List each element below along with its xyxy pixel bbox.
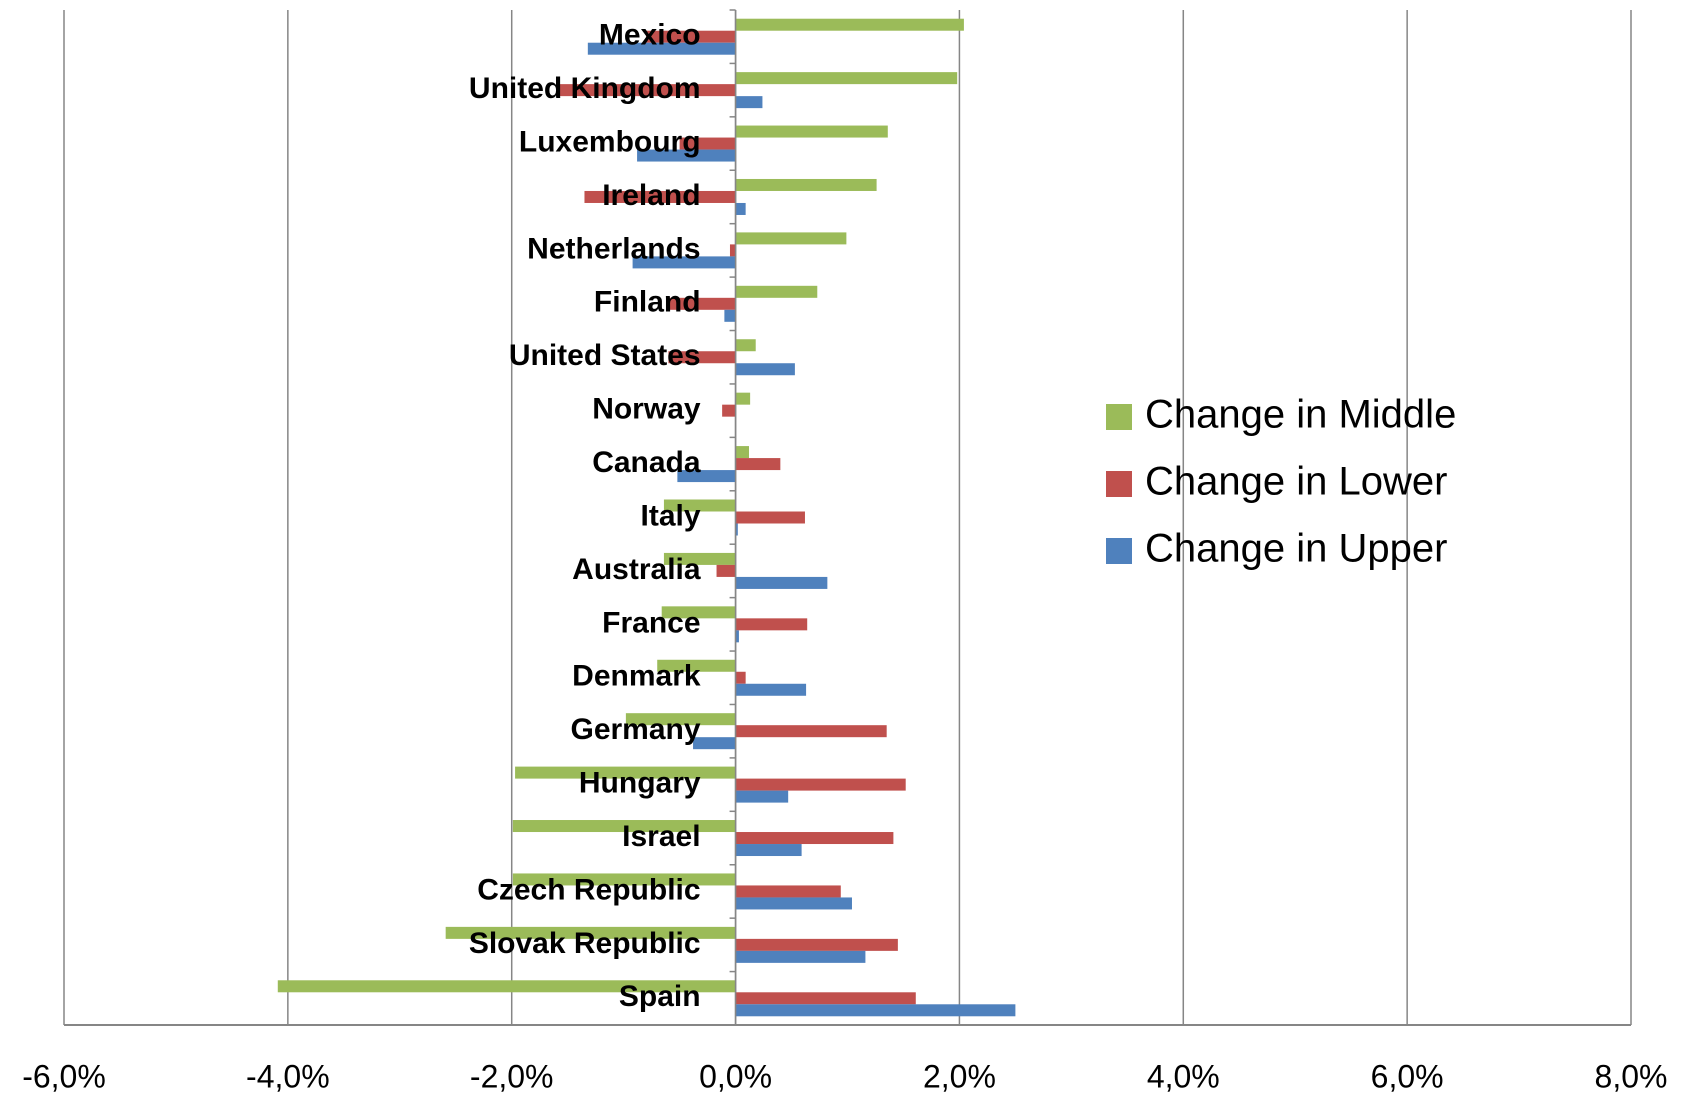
- category-label: Spain: [619, 980, 701, 1013]
- bar: [735, 950, 866, 963]
- category-label: Mexico: [599, 19, 701, 52]
- bar: [735, 178, 877, 191]
- bar: [277, 980, 736, 993]
- bar: [661, 606, 736, 619]
- category-label: Italy: [641, 499, 701, 532]
- category-label: Netherlands: [527, 232, 700, 265]
- bar: [735, 683, 807, 696]
- category-label: Germany: [570, 713, 700, 746]
- bar: [735, 1004, 1016, 1017]
- x-tick-label: 2,0%: [923, 1058, 996, 1094]
- x-tick-label: -4,0%: [246, 1058, 330, 1094]
- bar: [735, 630, 739, 643]
- bar: [735, 844, 802, 857]
- bar: [735, 458, 781, 471]
- bar: [663, 499, 736, 512]
- legend-swatch: [1106, 404, 1132, 430]
- legend-label: Change in Lower: [1145, 460, 1447, 504]
- x-tick-label: 8,0%: [1595, 1058, 1668, 1094]
- bar: [663, 552, 736, 565]
- bar: [512, 873, 736, 886]
- bar: [735, 938, 898, 951]
- category-label: Israel: [622, 820, 700, 853]
- bar: [735, 778, 906, 791]
- bar: [724, 309, 736, 322]
- bar: [735, 18, 964, 31]
- bar: [735, 96, 763, 109]
- bar: [677, 470, 736, 483]
- bar: [625, 713, 736, 726]
- bar: [735, 511, 805, 524]
- bar: [735, 671, 746, 684]
- category-label: Slovak Republic: [469, 927, 701, 960]
- legend-label: Change in Middle: [1145, 393, 1456, 437]
- bar: [735, 897, 852, 910]
- bar: [735, 392, 751, 405]
- x-tick-label: 4,0%: [1147, 1058, 1220, 1094]
- category-label: Luxembourg: [519, 125, 701, 158]
- bar: [668, 297, 736, 310]
- bar: [735, 363, 795, 376]
- category-label: Czech Republic: [477, 873, 700, 906]
- legend-swatch: [1106, 471, 1132, 497]
- category-label: Australia: [572, 553, 701, 586]
- category-label: Ireland: [602, 179, 700, 212]
- bar: [657, 659, 736, 672]
- category-label: United States: [509, 339, 701, 372]
- bar: [735, 576, 828, 589]
- bar: [445, 926, 736, 939]
- legend-swatch: [1106, 538, 1132, 564]
- category-label: Denmark: [572, 660, 701, 693]
- category-label: Norway: [592, 393, 701, 426]
- bar: [646, 30, 736, 43]
- bar: [584, 190, 736, 203]
- bar: [735, 232, 847, 245]
- bar: [556, 84, 736, 97]
- bar: [735, 992, 916, 1005]
- bar: [735, 832, 894, 845]
- category-label: United Kingdom: [469, 72, 701, 105]
- legend-label: Change in Upper: [1145, 527, 1447, 571]
- x-tick-label: 6,0%: [1371, 1058, 1444, 1094]
- category-label: Finland: [594, 286, 701, 319]
- x-tick-label: -2,0%: [470, 1058, 554, 1094]
- bar: [693, 737, 736, 750]
- x-tick-label: 0,0%: [699, 1058, 772, 1094]
- bar: [515, 766, 736, 779]
- bar: [735, 125, 888, 138]
- bar: [722, 404, 736, 417]
- bar: [735, 885, 841, 898]
- bar: [668, 351, 736, 364]
- bar: [735, 72, 958, 85]
- bar: [637, 149, 736, 162]
- category-label: Canada: [592, 446, 701, 479]
- category-label: France: [602, 606, 700, 639]
- bar: [735, 790, 789, 803]
- bar: [735, 446, 750, 459]
- bar: [716, 564, 736, 577]
- bar: [735, 618, 808, 631]
- bar: [735, 285, 818, 298]
- bar: [735, 339, 756, 352]
- bar: [729, 244, 736, 257]
- category-label: Hungary: [579, 767, 701, 800]
- bar: [587, 42, 736, 55]
- bar: [735, 202, 746, 215]
- bar: [679, 137, 736, 150]
- bar: [735, 725, 887, 738]
- x-tick-label: -6,0%: [22, 1058, 106, 1094]
- bar: [735, 523, 738, 536]
- bar: [632, 256, 736, 269]
- bar: [512, 820, 736, 833]
